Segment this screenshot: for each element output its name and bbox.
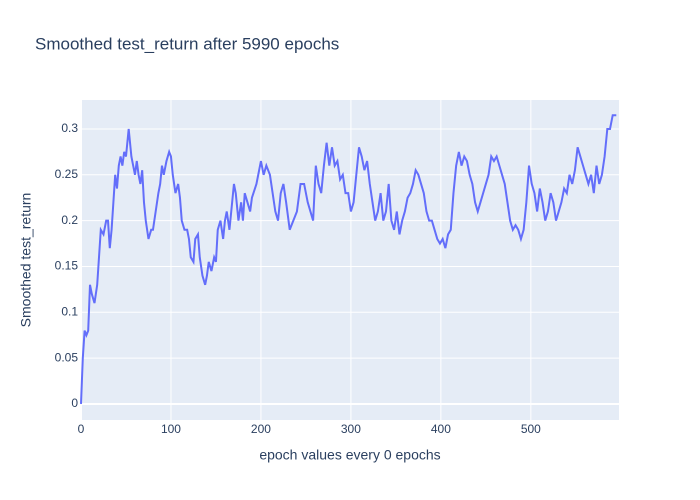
x-tick-label: 500	[521, 422, 541, 436]
x-tick-label: 200	[251, 422, 271, 436]
plot-area	[81, 100, 619, 420]
y-tick-label: 0.2	[61, 213, 78, 227]
chart-title: Smoothed test_return after 5990 epochs	[35, 34, 339, 53]
y-tick-label: 0	[71, 396, 78, 410]
y-tick-label: 0.25	[55, 167, 79, 181]
x-tick-label: 100	[161, 422, 181, 436]
x-tick-label: 0	[78, 422, 85, 436]
x-tick-label: 400	[431, 422, 451, 436]
y-tick-label: 0.15	[55, 259, 79, 273]
y-axis-label: Smoothed test_return	[18, 193, 34, 328]
data-line	[80, 114, 617, 404]
y-tick-label: 0.3	[61, 121, 78, 135]
y-tick-label: 0.05	[55, 350, 79, 364]
x-axis-label: epoch values every 0 epochs	[259, 447, 440, 463]
y-tick-label: 0.1	[61, 304, 78, 318]
x-tick-label: 300	[341, 422, 361, 436]
